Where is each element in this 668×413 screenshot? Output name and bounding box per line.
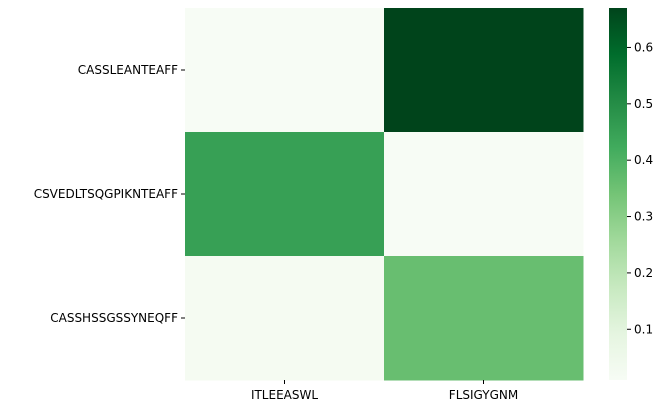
colorbar-tick-label: 0.2 [634,266,653,280]
x-tick-label: FLSIGYGNM [449,388,518,402]
heatmap-cell [185,8,385,133]
colorbar-tick-label: 0.1 [634,322,653,336]
colorbar-gradient [609,8,627,380]
x-axis: ITLEEASWL FLSIGYGNM [251,380,518,402]
colorbar-tick-label: 0.6 [634,40,653,54]
colorbar-tick-label: 0.3 [634,210,653,224]
y-axis: CASSLEANTEAFF CSVEDLTSQGPIKNTEAFF CASSHSSG… [34,63,185,325]
colorbar: 0.1 0.2 0.3 0.4 0.5 0.6 [609,8,653,380]
heatmap-cell [185,132,385,257]
x-tick-label: ITLEEASWL [251,388,318,402]
heatmap-cell [384,132,584,257]
y-tick-label: CASSHSSGSSYNEQFF [50,311,178,325]
colorbar-ticks: 0.1 0.2 0.3 0.4 0.5 0.6 [627,40,653,336]
y-tick-label: CSVEDLTSQGPIKNTEAFF [34,187,178,201]
colorbar-tick-label: 0.4 [634,153,653,167]
heatmap-cell [384,8,584,133]
colorbar-tick-label: 0.5 [634,97,653,111]
heatmap-cells [185,8,584,381]
y-tick-label: CASSLEANTEAFF [78,63,178,77]
heatmap-cell [384,256,584,381]
heatmap-cell [185,256,385,381]
